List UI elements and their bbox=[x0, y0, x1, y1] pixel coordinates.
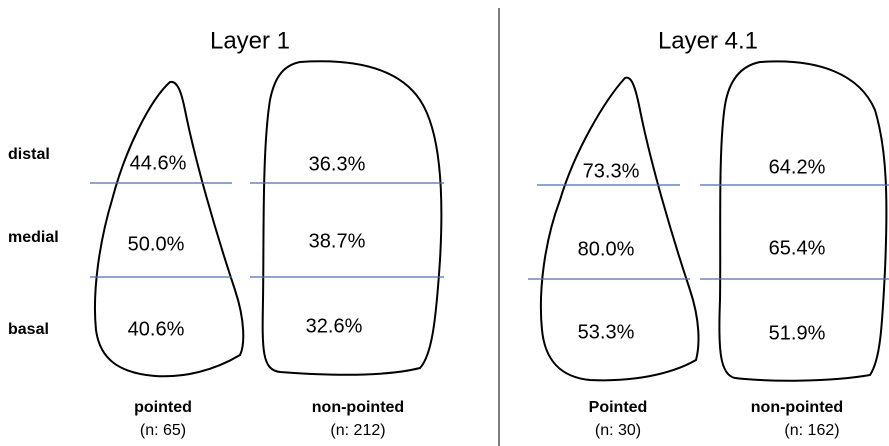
shape-label: non-pointed bbox=[312, 399, 404, 416]
row-label: basal bbox=[8, 321, 49, 338]
sample-size: (n: 65) bbox=[140, 422, 186, 439]
shape-label: pointed bbox=[134, 399, 192, 416]
percentage: 38.7% bbox=[309, 230, 366, 252]
non-pointed-outline bbox=[718, 60, 888, 382]
percentage: 50.0% bbox=[128, 233, 185, 255]
row-label: medial bbox=[8, 229, 59, 246]
percentage: 36.3% bbox=[309, 153, 366, 175]
shape-label: non-pointed bbox=[751, 399, 843, 416]
percentage: 32.6% bbox=[306, 315, 363, 337]
row-label: distal bbox=[8, 146, 50, 163]
percentage: 44.6% bbox=[130, 152, 187, 174]
pointed-outline bbox=[93, 80, 245, 378]
percentage: 73.3% bbox=[583, 160, 640, 182]
sample-size: (n: 162) bbox=[784, 422, 839, 439]
percentage: 40.6% bbox=[128, 318, 185, 340]
panel-title: Layer 4.1 bbox=[658, 27, 758, 54]
sample-size: (n: 212) bbox=[330, 422, 385, 439]
shape-label: Pointed bbox=[589, 399, 648, 416]
panel-title: Layer 1 bbox=[210, 27, 290, 54]
percentage: 53.3% bbox=[578, 321, 635, 343]
pointed-outline bbox=[539, 76, 700, 382]
non-pointed-outline bbox=[261, 60, 443, 376]
percentage: 51.9% bbox=[769, 322, 826, 344]
sample-size: (n: 30) bbox=[595, 422, 641, 439]
percentage: 64.2% bbox=[769, 156, 826, 178]
percentage: 80.0% bbox=[578, 238, 635, 260]
percentage: 65.4% bbox=[769, 237, 826, 259]
